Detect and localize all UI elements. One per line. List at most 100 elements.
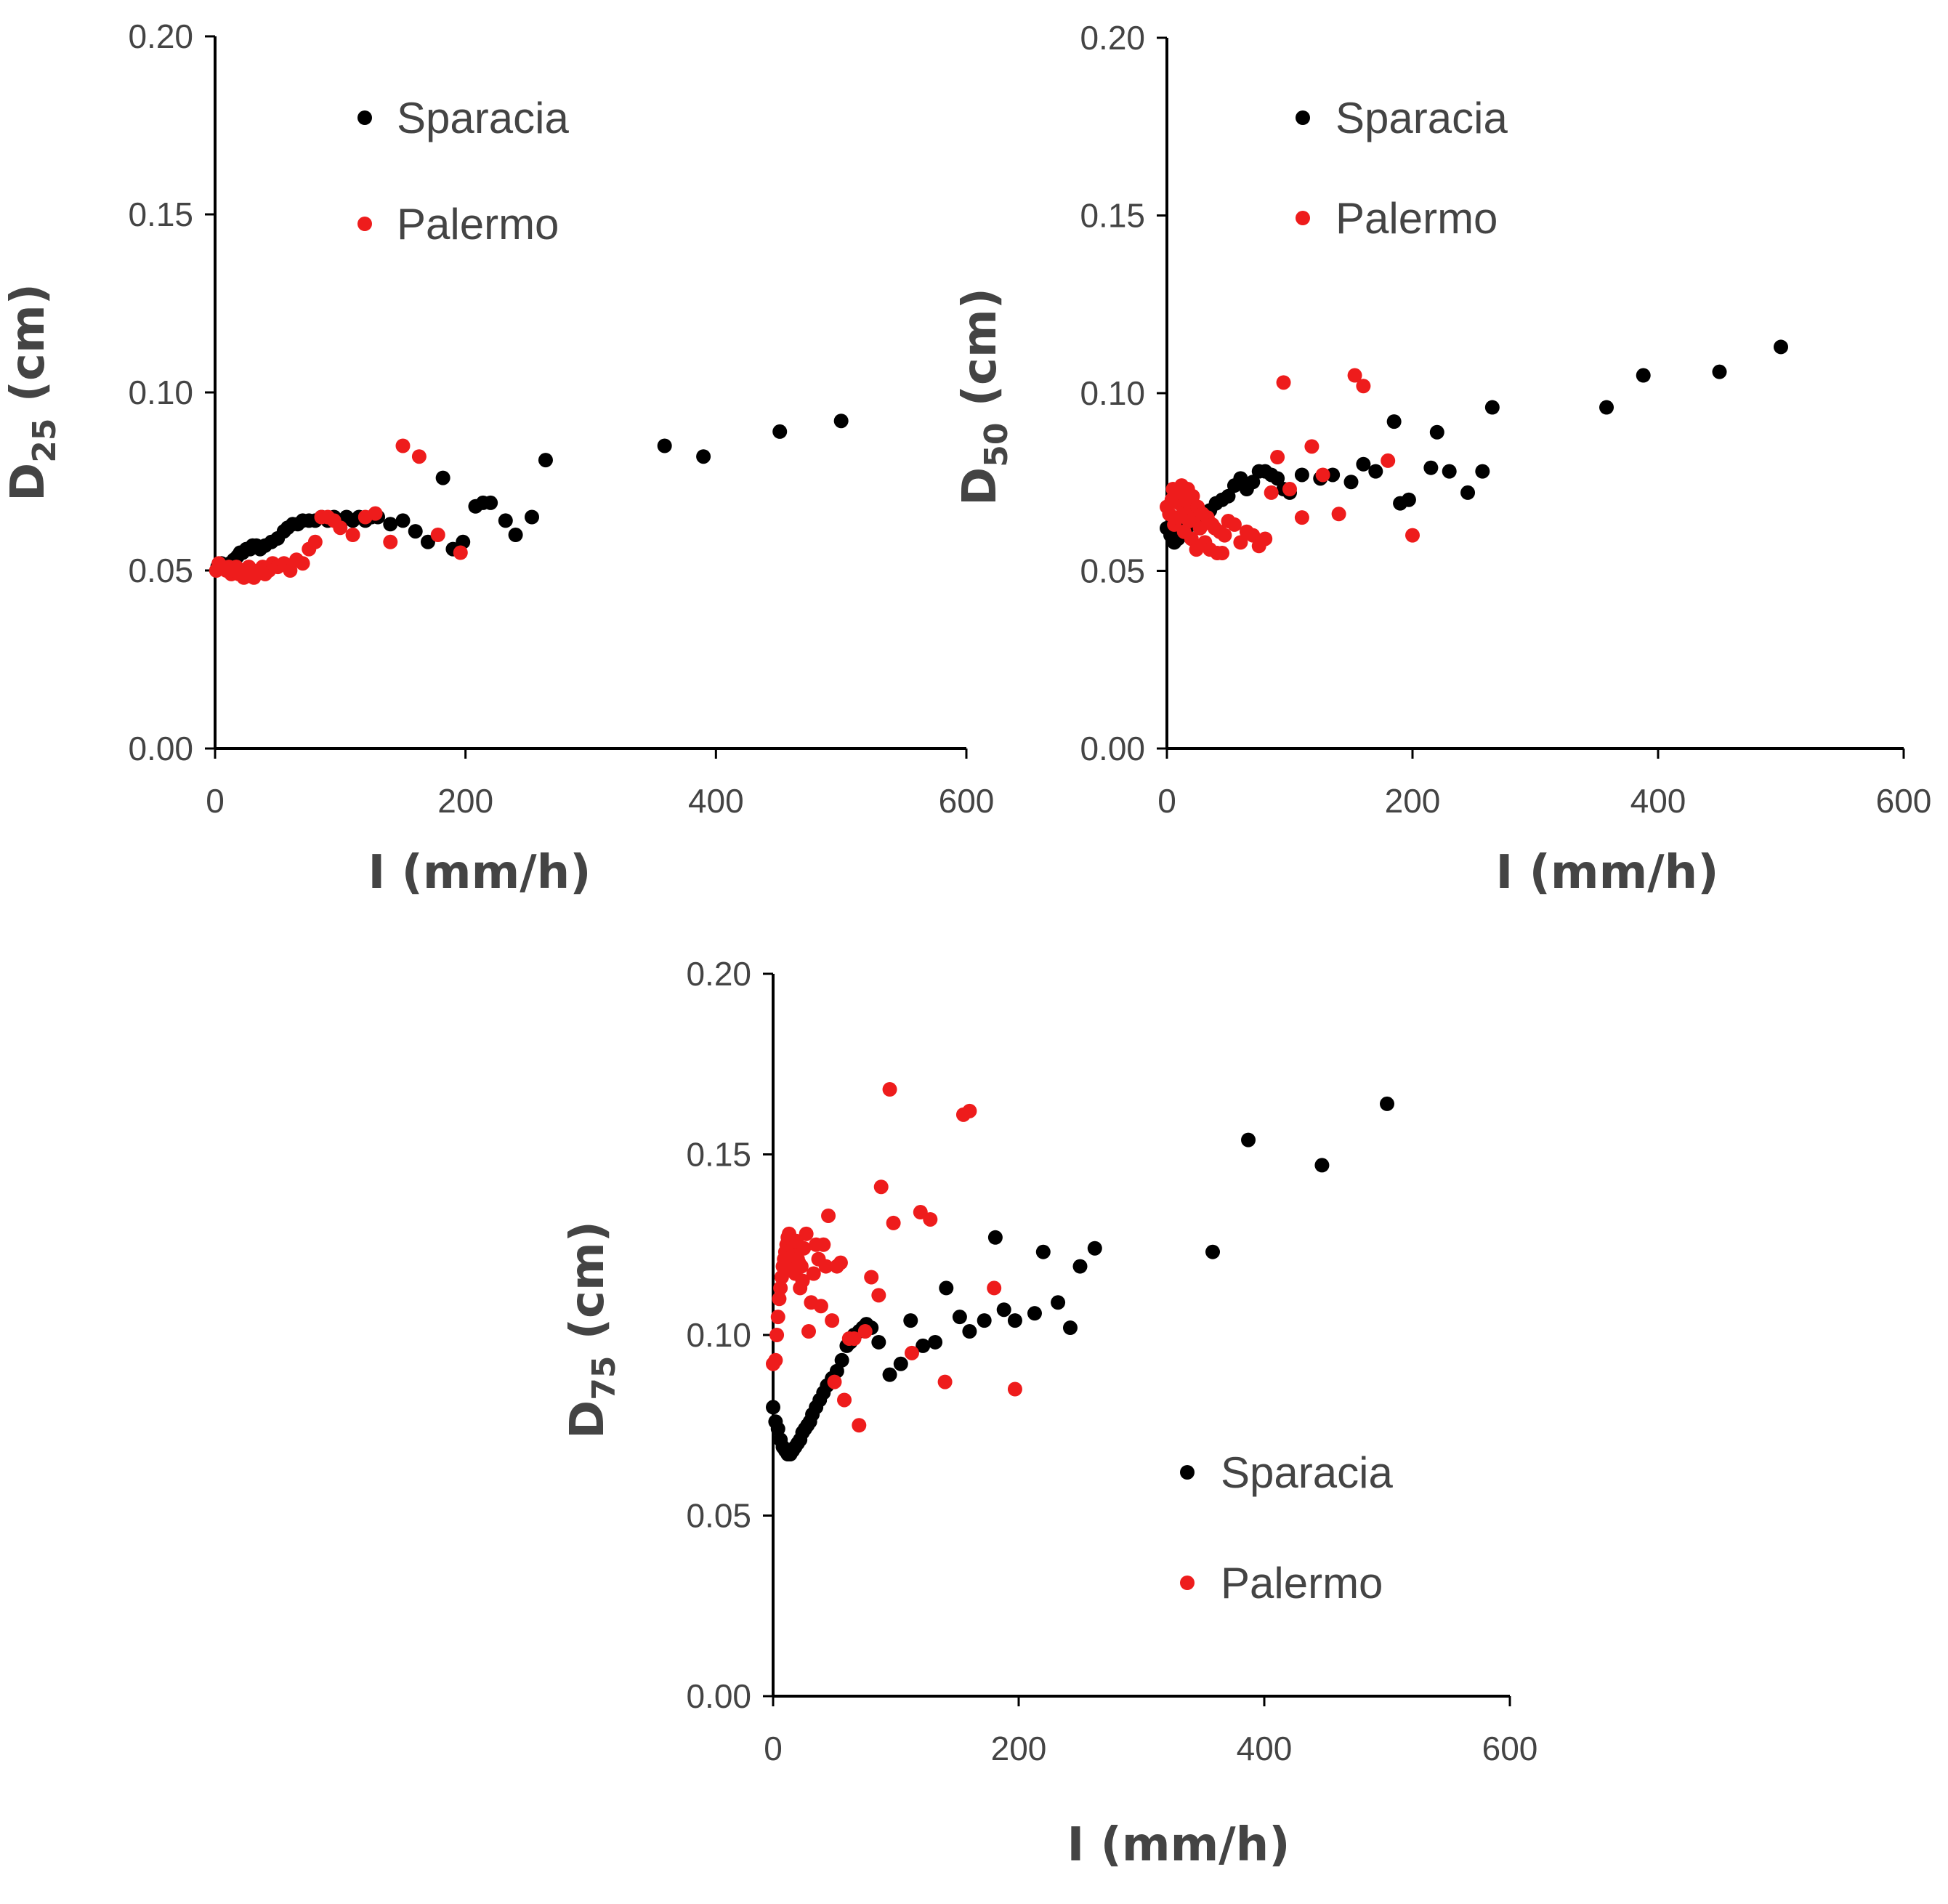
- data-point-palermo: [795, 1273, 810, 1288]
- data-point-sparacia: [420, 534, 435, 549]
- data-point-palermo: [1347, 368, 1362, 383]
- data-point-palermo: [1233, 535, 1248, 550]
- data-point-sparacia: [1380, 1096, 1394, 1111]
- data-point-palermo: [1405, 528, 1420, 543]
- data-point-palermo: [904, 1345, 919, 1360]
- x-tick-label: 600: [1876, 782, 1932, 820]
- x-axis-title: I (mm/h): [1067, 1818, 1290, 1872]
- y-tick-label: 0.00: [128, 730, 193, 767]
- data-point-palermo: [1304, 439, 1319, 454]
- data-point-palermo: [1226, 517, 1242, 532]
- data-point-palermo: [821, 1208, 836, 1223]
- data-point-sparacia: [1460, 485, 1476, 500]
- y-tick-label: 0.20: [686, 955, 751, 993]
- data-point-sparacia: [1221, 488, 1236, 504]
- legend-marker-palermo: [1296, 211, 1310, 225]
- data-point-sparacia: [1343, 475, 1359, 490]
- x-axis-title: I (mm/h): [368, 846, 591, 900]
- data-point-palermo: [395, 438, 411, 453]
- series-sparacia: [766, 1096, 1394, 1462]
- data-point-sparacia: [498, 513, 513, 528]
- data-point-palermo: [1217, 528, 1232, 543]
- data-point-palermo: [816, 1237, 831, 1252]
- x-tick-label: 0: [764, 1730, 783, 1767]
- data-point-sparacia: [525, 509, 540, 525]
- data-point-sparacia: [435, 470, 450, 485]
- data-point-sparacia: [1087, 1241, 1102, 1256]
- data-point-sparacia: [834, 1352, 849, 1368]
- legend-marker-palermo: [357, 217, 372, 231]
- y-tick-label: 0.15: [128, 195, 193, 233]
- data-point-sparacia: [962, 1324, 977, 1339]
- series-palermo: [209, 438, 468, 585]
- legend-label-sparacia: Sparacia: [1221, 1448, 1393, 1497]
- data-point-palermo: [368, 506, 383, 521]
- chart-d50: 0.00 0.05 0.10 0.15 0.20 0 200 400 600 I (mm/h) D5…: [953, 19, 1931, 900]
- legend-marker-sparacia: [1180, 1465, 1195, 1480]
- data-point-palermo: [772, 1291, 787, 1307]
- data-point-palermo: [827, 1374, 842, 1389]
- legend-label-palermo: Palermo: [1335, 194, 1498, 243]
- data-point-sparacia: [871, 1334, 886, 1350]
- data-point-palermo: [1282, 482, 1297, 497]
- data-point-palermo: [1270, 450, 1285, 465]
- data-point-palermo: [864, 1270, 879, 1285]
- data-point-sparacia: [829, 1363, 844, 1379]
- data-point-palermo: [813, 1299, 828, 1314]
- data-point-palermo: [1192, 520, 1208, 536]
- legend: Sparacia Palermo: [1180, 1448, 1393, 1607]
- data-point-sparacia: [508, 528, 523, 542]
- data-point-palermo: [987, 1280, 1002, 1296]
- series-palermo: [766, 1082, 1022, 1433]
- data-point-palermo: [770, 1310, 785, 1325]
- data-point-palermo: [283, 563, 298, 578]
- y-tick-label: 0.15: [1080, 197, 1145, 235]
- data-point-sparacia: [483, 495, 498, 510]
- chart-d25: 0.00 0.05 0.10 0.15 0.20 0 200 400 600 I (mm/h) D2…: [1, 17, 994, 900]
- data-point-palermo: [1356, 379, 1371, 394]
- y-axis-title: D50 (cm): [953, 288, 1015, 506]
- data-point-sparacia: [1356, 456, 1371, 472]
- data-point-palermo: [307, 534, 323, 549]
- data-point-palermo: [873, 1179, 889, 1195]
- data-point-sparacia: [770, 1421, 785, 1437]
- data-point-sparacia: [1241, 1132, 1256, 1147]
- data-point-palermo: [295, 556, 310, 571]
- y-tick-label: 0.10: [686, 1316, 751, 1354]
- data-point-palermo: [333, 520, 348, 536]
- data-point-sparacia: [977, 1313, 992, 1328]
- data-point-palermo: [1381, 453, 1396, 468]
- data-point-sparacia: [1368, 464, 1383, 479]
- data-point-sparacia: [1386, 414, 1402, 429]
- data-point-palermo: [1245, 528, 1261, 543]
- data-point-sparacia: [696, 449, 711, 464]
- series-palermo: [1160, 368, 1420, 561]
- data-point-palermo: [818, 1259, 833, 1274]
- data-point-palermo: [769, 1328, 785, 1342]
- data-point-palermo: [962, 1103, 977, 1118]
- data-point-palermo: [411, 449, 427, 464]
- data-point-sparacia: [1270, 471, 1285, 486]
- data-point-palermo: [345, 528, 360, 542]
- data-point-sparacia: [939, 1280, 954, 1296]
- data-point-palermo: [1315, 467, 1330, 483]
- data-point-sparacia: [383, 517, 398, 532]
- data-point-sparacia: [893, 1356, 908, 1371]
- x-axis-title: I (mm/h): [1496, 846, 1719, 900]
- legend-marker-palermo: [1180, 1576, 1195, 1590]
- data-point-palermo: [846, 1331, 862, 1346]
- data-point-palermo: [886, 1215, 901, 1230]
- legend-marker-sparacia: [1296, 110, 1310, 125]
- data-point-palermo: [871, 1288, 886, 1303]
- x-tick-label: 400: [1630, 782, 1686, 820]
- data-point-sparacia: [395, 513, 411, 528]
- legend-label-sparacia: Sparacia: [1335, 94, 1508, 142]
- data-point-sparacia: [1205, 1244, 1221, 1259]
- data-point-palermo: [773, 1280, 788, 1296]
- x-tick-label: 200: [1385, 782, 1441, 820]
- data-point-palermo: [1294, 510, 1309, 525]
- y-tick-label: 0.15: [686, 1136, 751, 1174]
- x-tick-label: 600: [1482, 1730, 1538, 1767]
- data-point-sparacia: [833, 414, 849, 429]
